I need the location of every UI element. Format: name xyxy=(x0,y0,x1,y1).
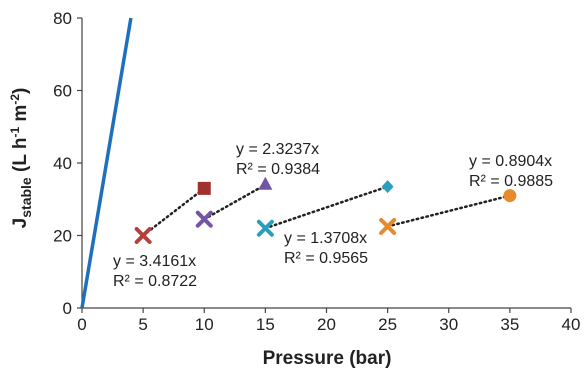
y-tick-label: 60 xyxy=(53,82,72,101)
trendlines xyxy=(141,183,512,237)
equation-annotation: y = 0.8904x R² = 0.9885 xyxy=(469,153,553,190)
x-tick-label: 30 xyxy=(439,315,458,334)
data-markers xyxy=(134,176,517,244)
x-marker-stroke xyxy=(195,210,213,228)
y-axis-title-subscript: stable xyxy=(18,177,34,218)
triangle-marker xyxy=(258,176,273,190)
equation-line: y = 0.8904x xyxy=(469,153,552,170)
r-squared-line: R² = 0.8722 xyxy=(113,273,197,290)
y-axis-title-units: (L h xyxy=(10,138,31,178)
x-tick-label: 40 xyxy=(562,315,581,334)
y-axis-title-exp2: -2 xyxy=(8,94,22,105)
x-marker-stroke xyxy=(379,217,397,235)
square-marker xyxy=(197,181,211,195)
r-squared-line: R² = 0.9384 xyxy=(236,161,320,178)
x-tick-label: 35 xyxy=(500,315,519,334)
x-marker xyxy=(379,217,397,235)
x-marker-stroke xyxy=(256,219,274,237)
tick-labels: 0 5 10 15 20 25 30 35 40 0 20 40 60 80 xyxy=(53,9,580,334)
equation-annotation: y = 1.3708x R² = 0.9565 xyxy=(284,230,368,267)
x-marker xyxy=(134,227,152,244)
equation-line: y = 1.3708x xyxy=(284,230,367,247)
x-axis-title: Pressure (bar) xyxy=(263,348,392,369)
y-axis-title-main: J xyxy=(10,218,31,229)
y-axis-title-exp1: -1 xyxy=(8,127,22,138)
x-tick-label: 5 xyxy=(138,315,147,334)
y-axis-title-units-close: ) xyxy=(10,88,31,94)
x-tick-label: 0 xyxy=(77,315,86,334)
x-tick-label: 10 xyxy=(195,315,214,334)
y-tick-label: 40 xyxy=(53,154,72,173)
trendline xyxy=(386,194,512,228)
x-tick-label: 25 xyxy=(378,315,397,334)
x-marker-stroke xyxy=(134,227,152,244)
y-tick-label: 20 xyxy=(53,227,72,246)
trendline xyxy=(203,183,267,221)
equation-annotation: y = 3.4161x R² = 0.8722 xyxy=(113,253,197,290)
circle-marker xyxy=(503,189,517,203)
reference-line-group xyxy=(80,17,133,309)
reference-line xyxy=(80,17,133,309)
trendline xyxy=(264,185,389,230)
y-axis-title-units-mid: m xyxy=(10,105,31,127)
equation-annotations: y = 3.4161x R² = 0.8722 y = 2.3237x R² = 0.… xyxy=(113,141,553,290)
equation-line: y = 3.4161x xyxy=(113,253,196,270)
x-marker xyxy=(256,219,274,237)
x-tick-label: 15 xyxy=(256,315,275,334)
equation-line: y = 2.3237x xyxy=(236,141,319,158)
r-squared-line: R² = 0.9565 xyxy=(284,250,368,267)
y-tick-label: 80 xyxy=(53,9,72,28)
trendline xyxy=(141,187,206,237)
x-tick-label: 20 xyxy=(317,315,336,334)
r-squared-line: R² = 0.9885 xyxy=(469,173,553,190)
y-axis-title: Jstable (L h-1 m-2) xyxy=(8,88,34,229)
x-marker xyxy=(195,210,213,228)
diamond-marker xyxy=(381,180,394,194)
y-tick-label: 0 xyxy=(63,299,72,318)
equation-annotation: y = 2.3237x R² = 0.9384 xyxy=(236,141,320,178)
